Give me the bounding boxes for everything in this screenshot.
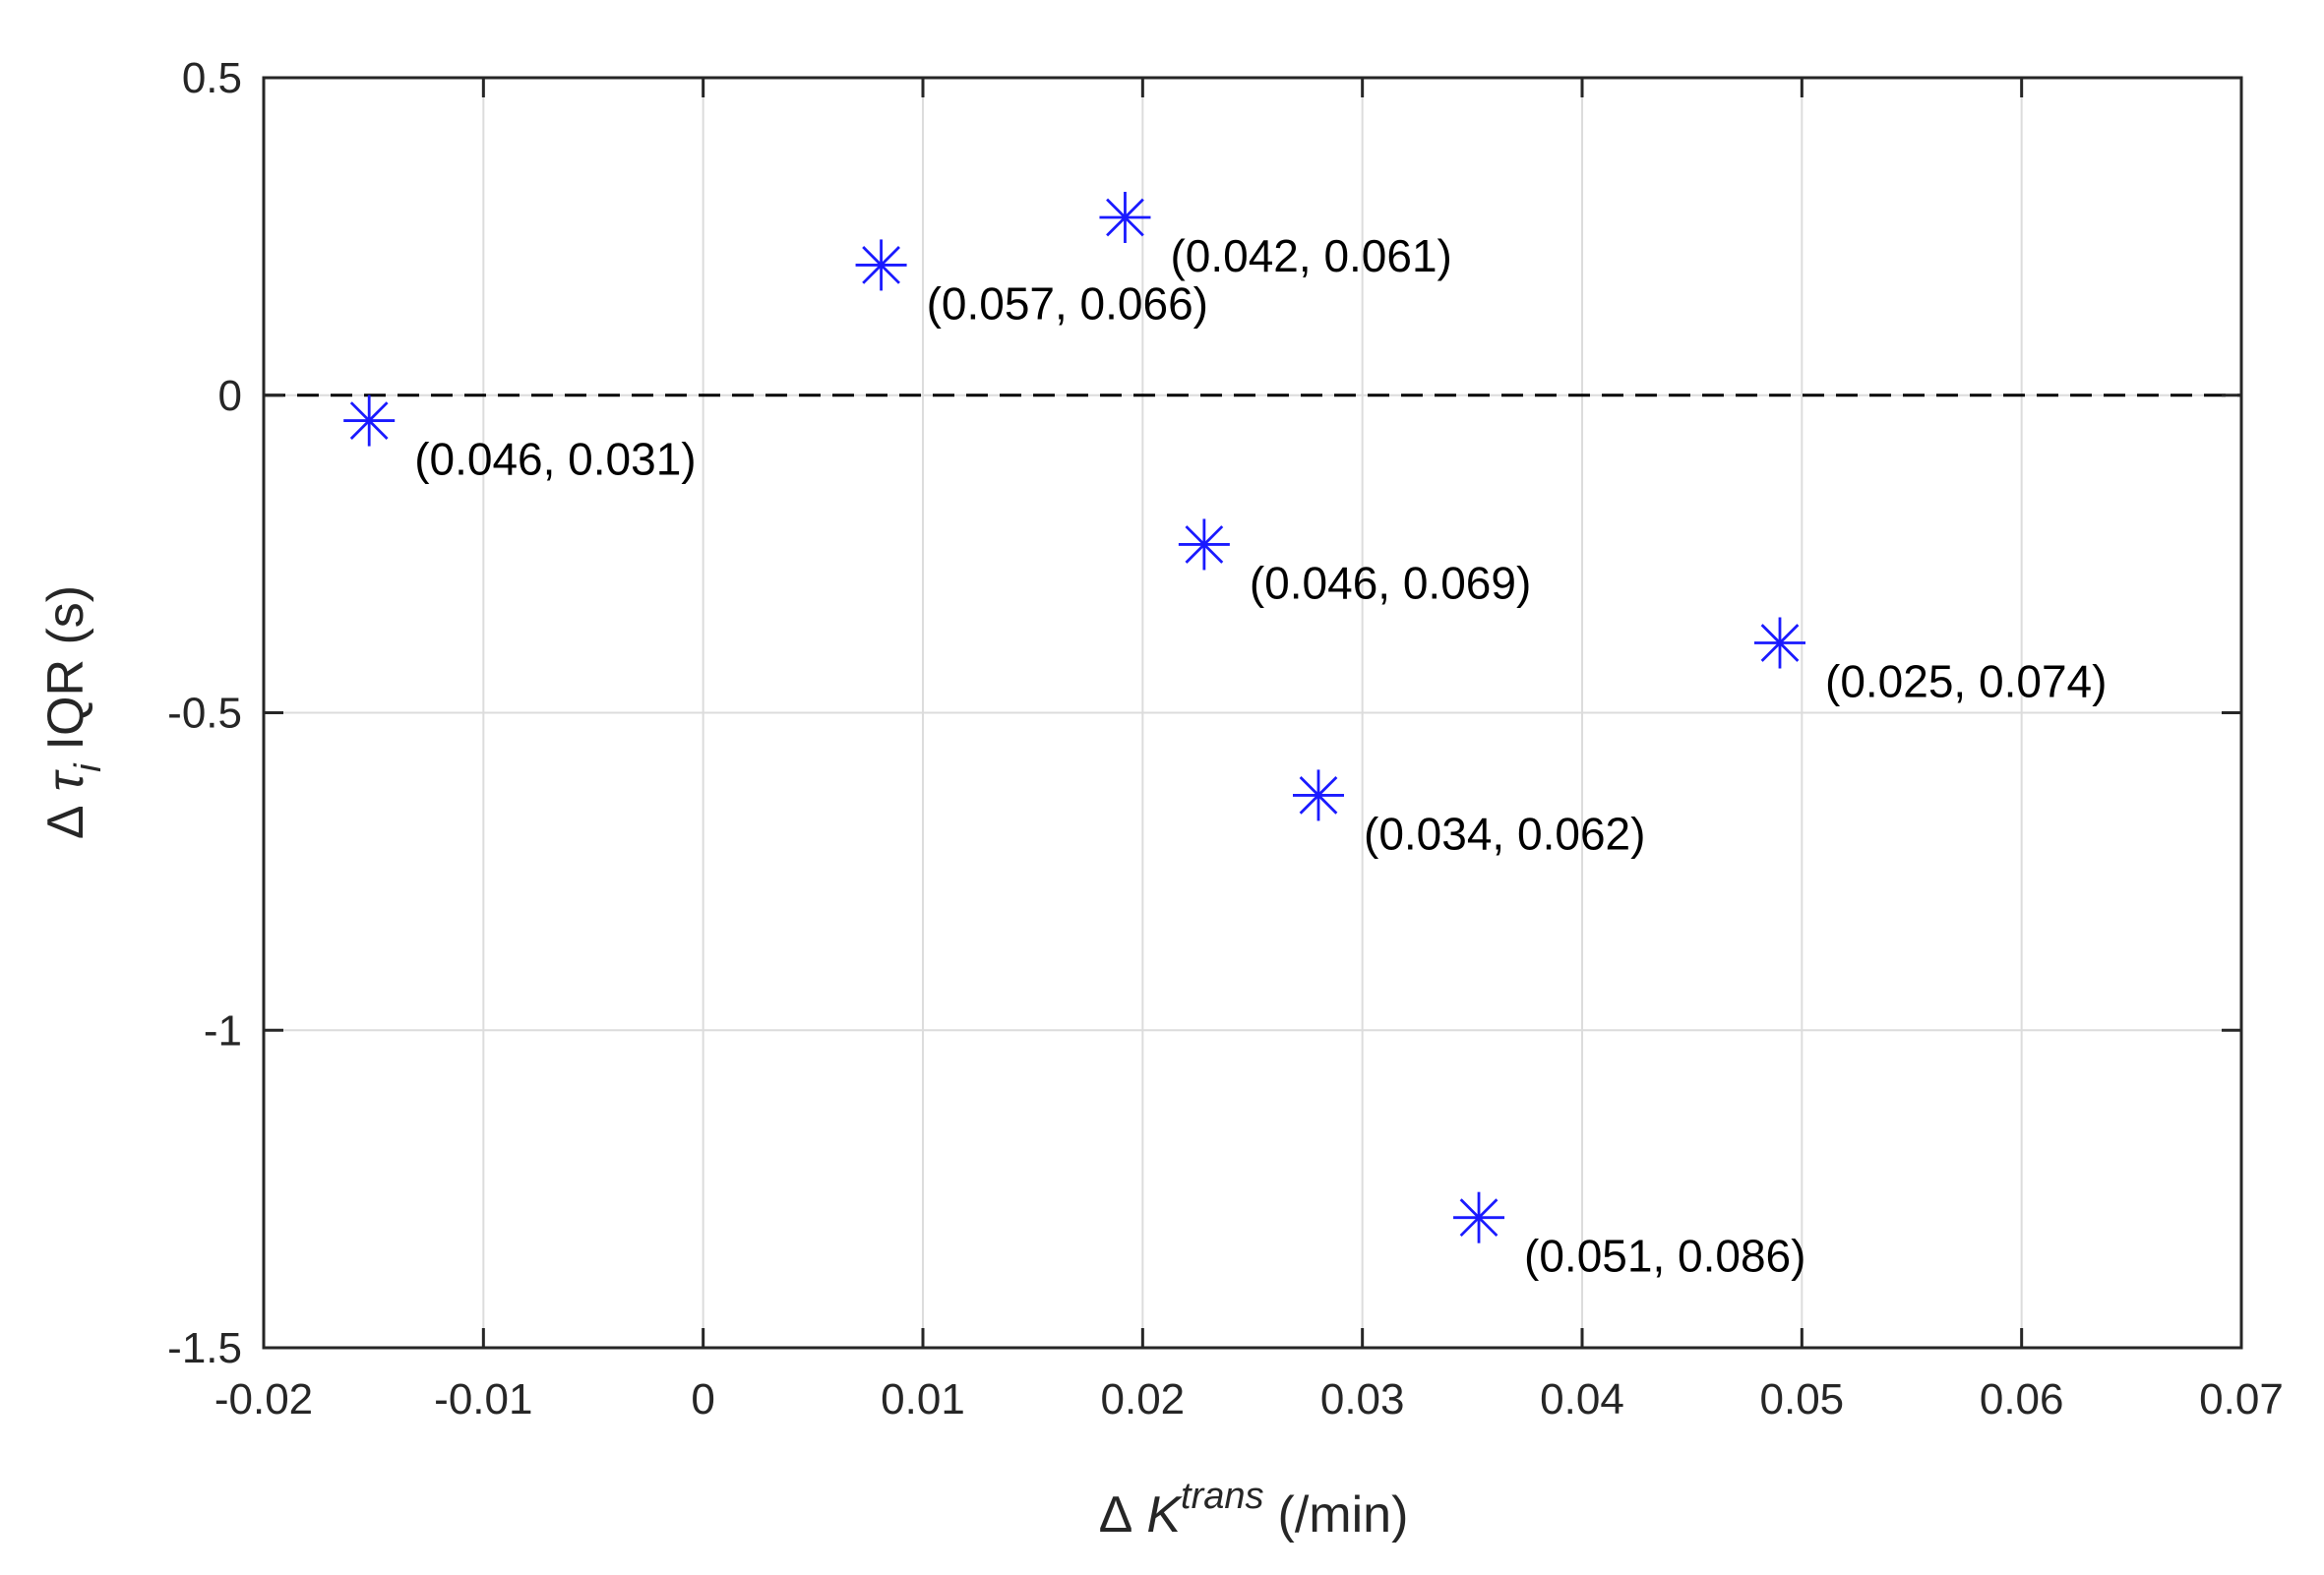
x-tick-label: 0.04 — [1540, 1375, 1624, 1424]
point-label: (0.042, 0.061) — [1170, 230, 1451, 281]
x-axis-label-prefix: Δ — [1099, 1486, 1133, 1544]
x-tick-label: 0.06 — [1980, 1375, 2064, 1424]
x-axis-label-symbol: K — [1146, 1486, 1183, 1544]
x-tick-label: 0.01 — [881, 1375, 965, 1424]
y-axis-label: Δτi IQR (s) — [37, 585, 109, 839]
axis-ticks — [262, 76, 2243, 1350]
y-axis-label-subscript: i — [68, 762, 109, 772]
x-axis-label-superscript: trans — [1181, 1476, 1263, 1517]
marker-stroke — [862, 246, 900, 284]
y-tick-label: -1.5 — [167, 1324, 242, 1372]
asterisk-marker — [1453, 1191, 1505, 1243]
marker-stroke — [1459, 1198, 1498, 1238]
x-tick-label: 0 — [691, 1375, 714, 1424]
asterisk-marker — [855, 239, 907, 291]
asterisk-marker — [1754, 617, 1805, 669]
point-label: (0.025, 0.074) — [1825, 655, 2107, 706]
point-label: (0.046, 0.031) — [414, 434, 696, 485]
y-tick-labels: -1.5 -1 -0.5 0 0.5 — [167, 54, 242, 1372]
y-axis-label-suffix: IQR (s) — [37, 585, 94, 751]
marker-stroke — [1299, 776, 1338, 815]
x-tick-label: 0.02 — [1101, 1375, 1186, 1424]
x-tick-label: 0.07 — [2199, 1375, 2284, 1424]
asterisk-marker — [1293, 769, 1344, 821]
x-tick-label: -0.01 — [434, 1375, 532, 1424]
y-tick-label: -0.5 — [167, 690, 242, 738]
asterisk-marker — [1099, 192, 1151, 244]
y-axis-label-prefix: Δ — [37, 805, 94, 839]
data-points — [343, 192, 1805, 1243]
y-tick-label: 0 — [218, 372, 242, 420]
y-tick-label: -1 — [204, 1006, 242, 1055]
marker-stroke — [1106, 198, 1144, 237]
x-tick-label: 0.05 — [1760, 1375, 1845, 1424]
x-tick-label: -0.02 — [214, 1375, 313, 1424]
y-axis-label-symbol: τ — [37, 768, 94, 791]
x-axis-label-unit: (/min) — [1278, 1486, 1409, 1544]
x-axis-label: Δ Ktrans (/min) — [1099, 1476, 1409, 1544]
y-tick-label: 0.5 — [182, 54, 242, 102]
marker-stroke — [1185, 525, 1224, 564]
x-tick-label: 0.03 — [1320, 1375, 1405, 1424]
asterisk-marker — [343, 394, 396, 447]
marker-stroke — [349, 401, 389, 440]
point-label: (0.051, 0.086) — [1524, 1231, 1805, 1282]
point-label: (0.034, 0.062) — [1364, 808, 1645, 859]
x-tick-labels: -0.02 -0.01 0 0.01 0.02 0.03 0.04 0.05 0.06 0.07 — [214, 1375, 2284, 1424]
asterisk-marker — [1178, 518, 1230, 571]
point-labels: (0.046, 0.031) (0.057, 0.066)(0.042, 0.06… — [414, 230, 2107, 1282]
point-label: (0.057, 0.066) — [927, 277, 1208, 329]
marker-stroke — [1760, 624, 1800, 662]
point-label: (0.046, 0.069) — [1250, 557, 1531, 608]
